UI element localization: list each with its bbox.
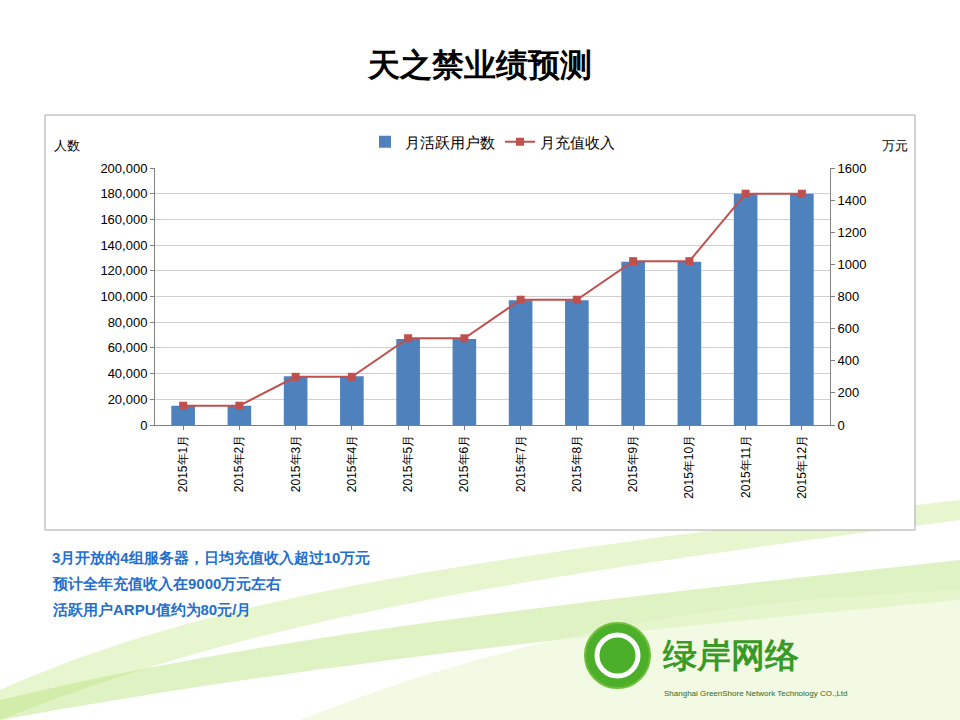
svg-text:0: 0 — [838, 418, 845, 433]
svg-text:180,000: 180,000 — [100, 186, 147, 201]
svg-text:2015年6月: 2015年6月 — [457, 435, 471, 492]
svg-text:20,000: 20,000 — [108, 392, 148, 407]
svg-text:600: 600 — [838, 321, 860, 336]
svg-text:天之禁业绩预测: 天之禁业绩预测 — [367, 47, 592, 83]
svg-text:2015年12月: 2015年12月 — [795, 435, 809, 499]
svg-text:2015年2月: 2015年2月 — [232, 435, 246, 492]
svg-text:120,000: 120,000 — [100, 263, 147, 278]
svg-text:月活跃用户数: 月活跃用户数 — [405, 134, 495, 151]
svg-text:2015年9月: 2015年9月 — [626, 435, 640, 492]
svg-text:0: 0 — [140, 418, 147, 433]
svg-text:200,000: 200,000 — [100, 161, 147, 176]
svg-text:预计全年充值收入在9000万元左右: 预计全年充值收入在9000万元左右 — [52, 575, 281, 592]
svg-text:2015年3月: 2015年3月 — [289, 435, 303, 492]
svg-text:1600: 1600 — [838, 161, 867, 176]
svg-text:月充值收入: 月充值收入 — [540, 134, 615, 151]
svg-text:100,000: 100,000 — [100, 289, 147, 304]
svg-text:万元: 万元 — [882, 138, 908, 153]
svg-text:40,000: 40,000 — [108, 366, 148, 381]
svg-text:人数: 人数 — [54, 138, 80, 153]
svg-text:2015年5月: 2015年5月 — [401, 435, 415, 492]
svg-text:80,000: 80,000 — [108, 315, 148, 330]
svg-text:1200: 1200 — [838, 225, 867, 240]
svg-text:160,000: 160,000 — [100, 212, 147, 227]
svg-text:400: 400 — [838, 353, 860, 368]
svg-text:200: 200 — [838, 385, 860, 400]
svg-text:800: 800 — [838, 289, 860, 304]
svg-text:3月开放的4组服务器，日均充值收入超过10万元: 3月开放的4组服务器，日均充值收入超过10万元 — [52, 549, 370, 566]
svg-text:活跃用户ARPU值约为80元/月: 活跃用户ARPU值约为80元/月 — [52, 601, 251, 618]
svg-text:2015年4月: 2015年4月 — [345, 435, 359, 492]
svg-text:2015年8月: 2015年8月 — [570, 435, 584, 492]
svg-text:1400: 1400 — [838, 193, 867, 208]
svg-text:2015年11月: 2015年11月 — [739, 435, 753, 498]
svg-text:140,000: 140,000 — [100, 238, 147, 253]
svg-text:60,000: 60,000 — [108, 340, 148, 355]
svg-text:绿岸网络: 绿岸网络 — [662, 636, 800, 674]
svg-text:Shanghai GreenShore Network Te: Shanghai GreenShore Network Technology C… — [664, 689, 848, 698]
svg-text:2015年7月: 2015年7月 — [514, 435, 528, 492]
svg-text:1000: 1000 — [838, 257, 867, 272]
svg-text:2015年10月: 2015年10月 — [682, 435, 696, 499]
svg-text:2015年1月: 2015年1月 — [176, 435, 190, 492]
